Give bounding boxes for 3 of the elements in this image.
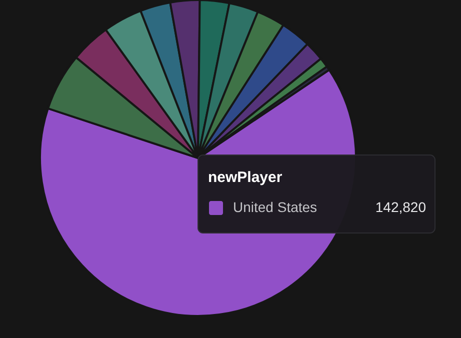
legend-label: United States — [233, 199, 318, 215]
text: 142,820 — [375, 199, 426, 215]
text: newPlayer — [208, 169, 282, 186]
